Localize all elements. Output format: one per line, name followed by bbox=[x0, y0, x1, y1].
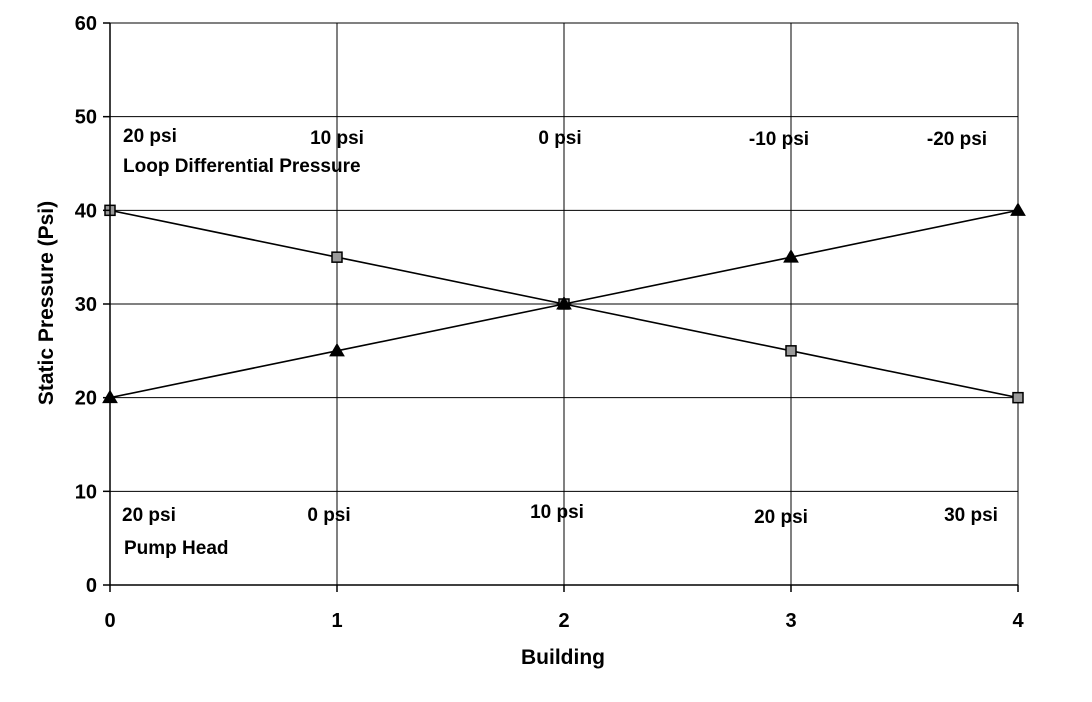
loop-value-label: 20 psi bbox=[123, 126, 177, 147]
loop-title-label: Loop Differential Pressure bbox=[123, 156, 361, 177]
loop-value-label: 10 psi bbox=[310, 128, 364, 149]
x-tick-label: 0 bbox=[104, 610, 115, 632]
x-tick-label: 4 bbox=[1012, 610, 1024, 632]
loop-value-label: -10 psi bbox=[749, 129, 809, 150]
annotations: Loop Differential Pressure 20 psi 10 psi… bbox=[122, 126, 998, 559]
y-axis-title: Static Pressure (Psi) bbox=[35, 201, 58, 405]
x-tick-label: 1 bbox=[331, 610, 342, 632]
pump-title-label: Pump Head bbox=[124, 538, 229, 559]
data-point-square bbox=[1013, 393, 1023, 403]
pump-value-label: 20 psi bbox=[122, 505, 176, 526]
pump-value-label: 10 psi bbox=[530, 502, 584, 523]
y-tick-label: 20 bbox=[75, 388, 97, 410]
pump-value-label: 0 psi bbox=[307, 505, 350, 526]
x-axis-title: Building bbox=[521, 646, 605, 669]
x-tick-label: 2 bbox=[558, 610, 569, 632]
data-point-triangle bbox=[1011, 203, 1025, 215]
y-tick-label: 10 bbox=[75, 481, 97, 503]
y-tick-label: 30 bbox=[75, 294, 97, 316]
pump-value-label: 20 psi bbox=[754, 507, 808, 528]
y-tick-label: 40 bbox=[75, 200, 97, 222]
data-point-square bbox=[786, 346, 796, 356]
loop-value-label: 0 psi bbox=[538, 128, 581, 149]
y-tick-label: 50 bbox=[75, 107, 97, 129]
pump-value-label: 30 psi bbox=[944, 505, 998, 526]
x-tick-label: 3 bbox=[785, 610, 796, 632]
y-tick-label: 0 bbox=[86, 575, 97, 597]
data-point-square bbox=[332, 252, 342, 262]
y-tick-label: 60 bbox=[75, 13, 97, 35]
loop-value-label: -20 psi bbox=[927, 129, 987, 150]
